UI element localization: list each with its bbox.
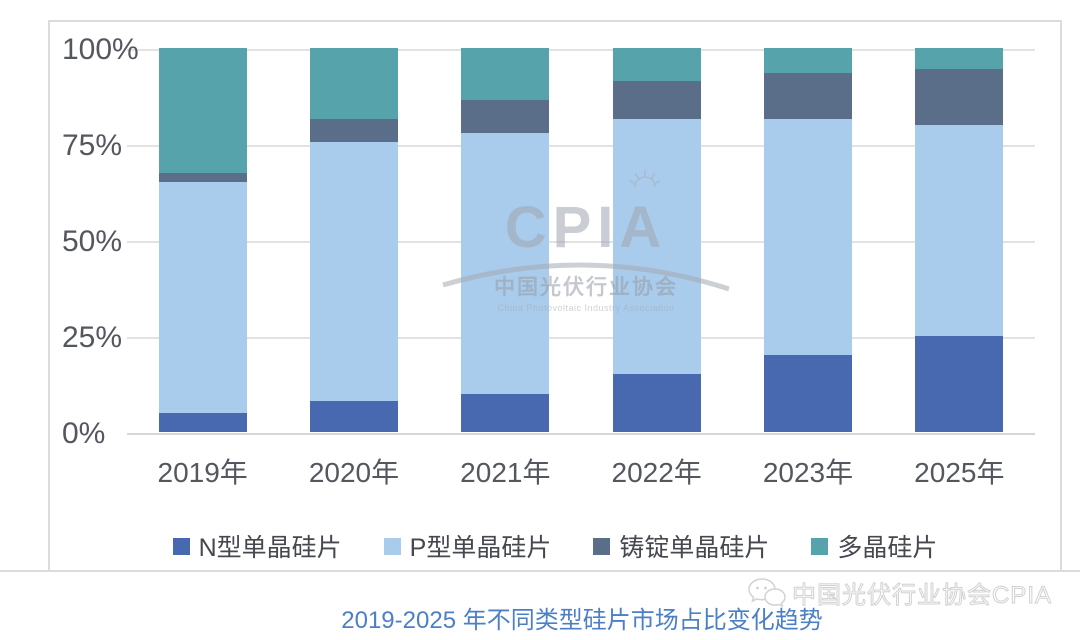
bar-segment-2023年-P型单晶硅片 bbox=[764, 119, 852, 356]
chart-legend: N型单晶硅片 P型单晶硅片 铸锭单晶硅片 多晶硅片 bbox=[50, 528, 1060, 564]
legend-label-P型单晶硅片: P型单晶硅片 bbox=[409, 534, 552, 562]
x-axis-label-2023年: 2023年 bbox=[762, 457, 854, 488]
x-axis-label-2019年: 2019年 bbox=[157, 457, 248, 488]
chart-panel: CPIA 中国光伏行业协会 China Photovoltaic Industr… bbox=[48, 20, 1062, 572]
bar-segment-2020年-N型单晶硅片 bbox=[310, 401, 398, 432]
gridline-25% bbox=[127, 337, 1035, 339]
x-axis-label-2020年: 2020年 bbox=[308, 457, 400, 488]
bar-segment-2019年-N型单晶硅片 bbox=[158, 412, 247, 432]
bar-segment-2019年-多晶硅片 bbox=[158, 48, 247, 173]
legend-item-铸锭单晶硅片: 铸锭单晶硅片 bbox=[593, 528, 769, 564]
chart-caption: 2019-2025 年不同类型硅片市场占比变化趋势 bbox=[341, 607, 823, 634]
bar-segment-2020年-P型单晶硅片 bbox=[310, 142, 398, 402]
bar-segment-2019年-铸锭单晶硅片 bbox=[158, 172, 247, 183]
gridline-50% bbox=[127, 241, 1035, 243]
bar-segment-2022年-多晶硅片 bbox=[612, 48, 701, 81]
bar-segment-2019年-P型单晶硅片 bbox=[158, 182, 247, 413]
bar-2020年 bbox=[310, 48, 398, 432]
y-axis-label-0%: 0% bbox=[62, 417, 106, 450]
bar-segment-2022年-铸锭单晶硅片 bbox=[612, 80, 701, 120]
legend-swatch-铸锭单晶硅片 bbox=[593, 537, 611, 555]
bar-segment-2022年-P型单晶硅片 bbox=[612, 119, 701, 375]
legend-label-铸锭单晶硅片: 铸锭单晶硅片 bbox=[619, 534, 770, 562]
section-divider bbox=[0, 570, 1080, 572]
bar-segment-2023年-多晶硅片 bbox=[764, 48, 852, 73]
bar-segment-2023年-铸锭单晶硅片 bbox=[764, 72, 852, 120]
bar-2025年 bbox=[915, 48, 1004, 432]
bar-2022年 bbox=[612, 48, 701, 432]
bar-segment-2021年-P型单晶硅片 bbox=[461, 132, 550, 394]
legend-label-多晶硅片: 多晶硅片 bbox=[837, 534, 938, 562]
wechat-watermark-text: 中国光伏行业协会CPIA bbox=[791, 582, 1052, 610]
x-axis-label-2022年: 2022年 bbox=[611, 457, 702, 488]
wechat-icon bbox=[748, 577, 786, 608]
y-axis-label-75%: 75% bbox=[62, 129, 123, 162]
gridline-75% bbox=[127, 145, 1035, 147]
y-axis-label-25%: 25% bbox=[62, 321, 123, 354]
bar-segment-2021年-N型单晶硅片 bbox=[461, 393, 550, 432]
wechat-watermark: 中国光伏行业协会CPIA bbox=[748, 575, 1052, 610]
bar-segment-2021年-铸锭单晶硅片 bbox=[461, 99, 550, 133]
bar-segment-2023年-N型单晶硅片 bbox=[764, 355, 852, 432]
legend-swatch-N型单晶硅片 bbox=[172, 537, 190, 555]
bar-segment-2021年-多晶硅片 bbox=[461, 48, 550, 100]
bar-segment-2020年-铸锭单晶硅片 bbox=[310, 119, 398, 143]
bar-segment-2020年-多晶硅片 bbox=[310, 48, 398, 120]
bar-segment-2025年-铸锭单晶硅片 bbox=[915, 69, 1004, 125]
bar-segment-2022年-N型单晶硅片 bbox=[612, 374, 701, 432]
legend-item-P型单晶硅片: P型单晶硅片 bbox=[383, 528, 552, 564]
y-axis-label-50%: 50% bbox=[62, 225, 123, 258]
legend-label-N型单晶硅片: N型单晶硅片 bbox=[198, 534, 342, 562]
bar-2019年 bbox=[158, 48, 247, 432]
bar-segment-2025年-多晶硅片 bbox=[915, 48, 1004, 70]
y-axis-label-100%: 100% bbox=[62, 33, 139, 66]
bar-2021年 bbox=[461, 48, 550, 432]
gridline-100% bbox=[127, 49, 1035, 51]
x-axis-label-2025年: 2025年 bbox=[914, 457, 1005, 488]
bar-2023年 bbox=[764, 48, 852, 432]
legend-swatch-多晶硅片 bbox=[811, 537, 829, 555]
gridline-0% bbox=[127, 433, 1035, 435]
bar-segment-2025年-P型单晶硅片 bbox=[915, 124, 1004, 336]
legend-swatch-P型单晶硅片 bbox=[383, 537, 401, 555]
x-axis-label-2021年: 2021年 bbox=[460, 457, 551, 488]
bar-segment-2025年-N型单晶硅片 bbox=[915, 336, 1004, 432]
legend-item-多晶硅片: 多晶硅片 bbox=[811, 528, 937, 564]
legend-item-N型单晶硅片: N型单晶硅片 bbox=[172, 528, 342, 564]
